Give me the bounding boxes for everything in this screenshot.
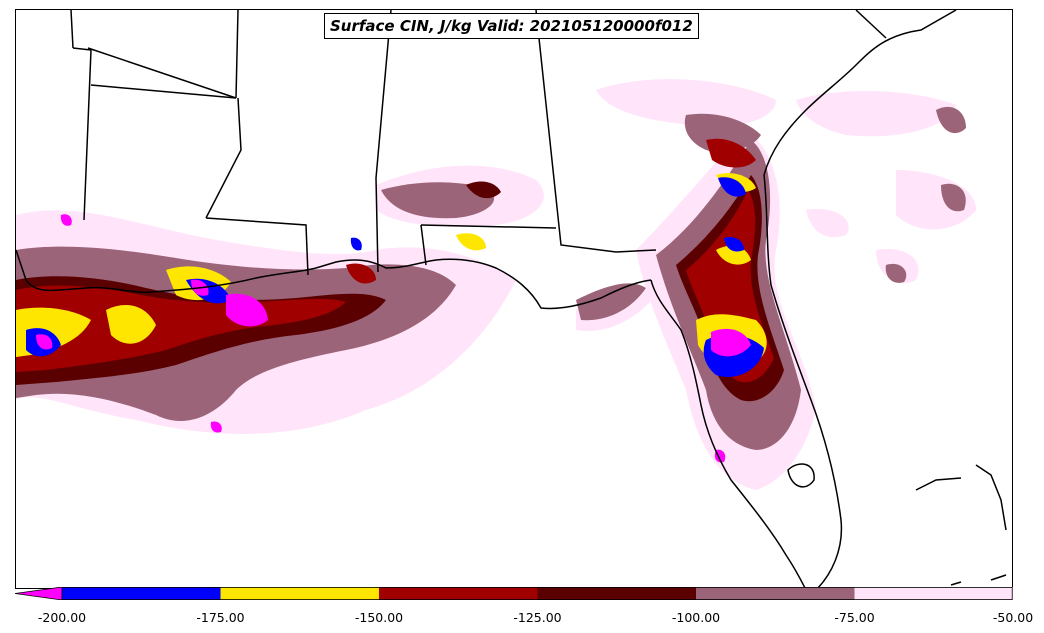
map-borders: [16, 10, 1007, 588]
colorbar-segment: [62, 587, 221, 600]
colorbar-tick-label: -150.00: [354, 610, 404, 625]
cin-contours: [16, 79, 976, 490]
colorbar-segment: [220, 587, 379, 600]
colorbar-tick-label: -100.00: [671, 610, 721, 625]
map-panel: [15, 9, 1013, 589]
cin-map: [16, 10, 1007, 588]
map-title: Surface CIN, J/kg Valid: 202105120000f01…: [324, 13, 699, 39]
colorbar-extend-min: [15, 587, 63, 600]
colorbar-tick-label: -175.00: [196, 610, 245, 625]
colorbar-tick-label: -75.00: [834, 610, 875, 625]
colorbar-tick-label: -200.00: [37, 610, 87, 625]
colorbar-segment: [854, 587, 1013, 600]
colorbar-segment: [379, 587, 538, 600]
colorbar-tick-label: -125.00: [513, 610, 562, 625]
colorbar-segment: [696, 587, 855, 600]
colorbar: [15, 587, 1013, 600]
colorbar-tick-label: -50.00: [992, 610, 1034, 625]
colorbar-segment: [537, 587, 696, 600]
